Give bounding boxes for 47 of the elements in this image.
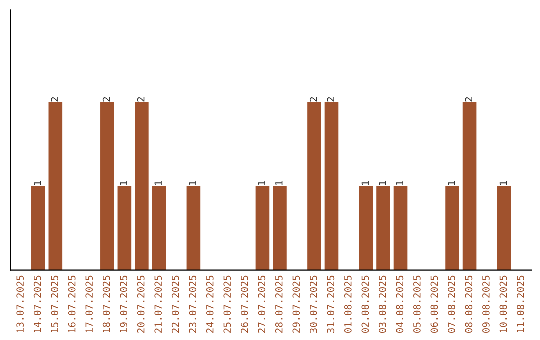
x-tick-label: 03.08.2025 (379, 276, 386, 334)
x-tick-label: 05.08.2025 (414, 276, 421, 334)
data-label: 1 (120, 181, 128, 186)
x-tick-label: 18.07.2025 (102, 276, 110, 333)
data-label: 1 (258, 181, 266, 186)
data-label: 1 (500, 181, 507, 186)
x-tick-label: 23.07.2025 (189, 276, 197, 333)
x-tick-label: 16.07.2025 (68, 276, 76, 333)
x-tick-label: 09.08.2025 (482, 276, 490, 334)
x-tick-label: 08.08.2025 (465, 276, 473, 334)
x-tick-label: 11.08.2025 (517, 276, 524, 333)
x-tick-label: 24.07.2025 (206, 276, 214, 333)
x-tick-label: 20.07.2025 (137, 276, 145, 333)
x-tick-label: 13.07.2025 (16, 276, 24, 333)
x-tick-label: 26.07.2025 (240, 276, 248, 333)
x-tick-label: 31.07.2025 (327, 276, 335, 334)
x-tick-label: 19.07.2025 (120, 276, 128, 333)
x-tick-label: 28.07.2025 (275, 276, 283, 333)
x-tick-label: 15.07.2025 (51, 276, 59, 333)
x-tick-label: 04.08.2025 (396, 276, 404, 334)
x-tick-label: 17.07.2025 (86, 276, 94, 333)
x-tick-label: 29.07.2025 (292, 276, 300, 333)
x-tick-label: 06.08.2025 (430, 276, 438, 334)
x-tick-label: 22.07.2025 (172, 276, 180, 333)
data-label: 1 (396, 181, 404, 186)
data-label: 2 (310, 97, 318, 102)
x-tick-label: 21.07.2025 (154, 276, 162, 333)
data-label: 1 (448, 181, 456, 186)
data-label: 2 (327, 97, 334, 102)
x-tick-label: 01.08.2025 (344, 276, 352, 334)
x-tick-label: 25.07.2025 (224, 276, 232, 333)
data-label: 1 (276, 181, 283, 186)
x-tick-label: 02.08.2025 (362, 276, 370, 334)
data-label: 2 (137, 97, 145, 102)
x-tick-label: 27.07.2025 (258, 276, 266, 333)
data-label: 1 (189, 181, 196, 186)
x-tick-label: 07.08.2025 (448, 276, 456, 334)
data-label: 1 (379, 181, 386, 186)
x-tick-label: 10.08.2025 (500, 276, 508, 333)
data-label: 1 (154, 181, 162, 186)
data-label: 2 (51, 97, 58, 102)
data-label: 2 (102, 97, 110, 102)
x-tick-label: 14.07.2025 (34, 276, 42, 333)
data-label: 1 (362, 181, 369, 186)
data-label: 2 (465, 97, 472, 102)
x-tick-label: 30.07.2025 (310, 276, 318, 334)
data-label: 1 (34, 181, 42, 186)
